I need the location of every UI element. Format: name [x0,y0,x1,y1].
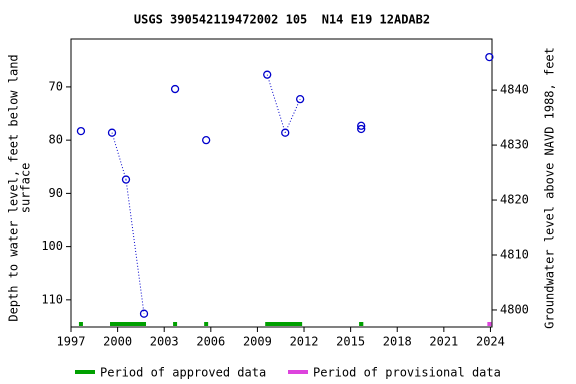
legend-label: Period of provisional data [313,366,501,380]
data-point [357,121,366,130]
period-bar [125,322,145,326]
chart-title: USGS 390542119472002 105 N14 E19 12ADAB2 [134,13,430,27]
y2-axis-label: Groundwater level above NAVD 1988, feet [543,47,557,329]
connector-line [111,132,127,180]
x-tick-label: 2006 [196,335,225,349]
x-tick-label: 2003 [150,335,179,349]
data-point [281,128,290,137]
plot-frame [70,38,493,328]
period-bar [112,322,126,326]
data-point [121,175,131,184]
legend-label: Period of approved data [100,366,266,380]
y-tick-label: 90 [49,186,63,200]
connector-line [266,74,286,133]
period-bar [487,322,492,326]
period-bar [173,322,178,326]
x-tick-label: 2009 [243,335,272,349]
x-tick-label: 2012 [290,335,319,349]
x-tick-label: 1997 [57,335,86,349]
y-axis-label: surface [19,163,33,214]
y2-tick-label: 4820 [500,193,529,207]
period-bar [78,322,83,326]
y2-tick-label: 4840 [500,83,529,97]
period-bar [359,322,364,326]
data-point [76,126,86,136]
y2-tick-label: 4800 [500,302,529,316]
connector-line [284,98,301,133]
period-bar [285,322,301,326]
x-tick-label: 2024 [476,335,505,349]
y-tick-label: 110 [41,292,63,306]
period-bar [267,322,286,326]
y-axis-label: Depth to water level, feet below land [7,54,21,321]
x-tick-label: 2018 [383,335,412,349]
y-tick-label: 70 [49,79,63,93]
period-bar [204,322,209,326]
data-point [295,95,305,104]
data-point [263,70,272,79]
y2-tick-label: 4810 [500,248,529,262]
x-tick-label: 2000 [103,335,132,349]
data-point [170,84,180,94]
x-tick-label: 2015 [336,335,365,349]
data-point [485,52,494,62]
data-point [139,309,149,318]
data-point [202,135,211,145]
x-tick-label: 2021 [429,335,458,349]
y-tick-label: 80 [49,133,63,147]
data-point [107,128,117,137]
connector-line [125,179,145,314]
data-point [357,124,366,134]
y2-tick-label: 4830 [500,138,529,152]
y-tick-label: 100 [41,239,63,253]
